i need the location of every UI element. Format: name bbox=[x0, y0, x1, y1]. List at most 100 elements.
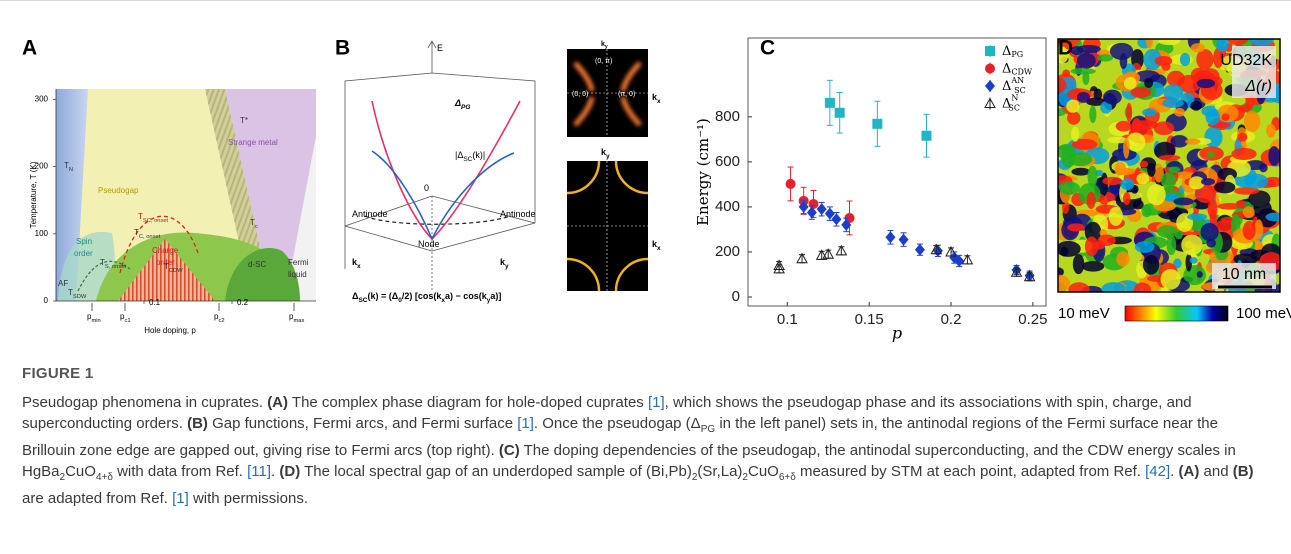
label-sub: SC, onset bbox=[143, 218, 169, 224]
map-blob bbox=[1082, 71, 1090, 85]
map-blob bbox=[1100, 101, 1112, 114]
point bbox=[785, 178, 796, 189]
map-blob bbox=[1066, 99, 1080, 113]
map-blob bbox=[1076, 52, 1096, 69]
map-blob bbox=[1093, 88, 1103, 101]
map-blob bbox=[1144, 77, 1154, 88]
legend-label: ΔN SC bbox=[1002, 94, 1020, 113]
y-axis-label: Energy (cm⁻¹) bbox=[694, 118, 712, 226]
label-part: a) − cos(k bbox=[445, 291, 488, 301]
map-blob bbox=[1126, 132, 1146, 152]
caption-text: with permissions. bbox=[188, 490, 308, 507]
point bbox=[1023, 270, 1036, 282]
map-blob bbox=[1087, 165, 1098, 188]
legend-name: Δ bbox=[1002, 61, 1011, 76]
legend-sub: SC bbox=[1014, 86, 1026, 95]
reference-link[interactable]: [42] bbox=[1145, 463, 1171, 480]
map-blob bbox=[1101, 282, 1126, 292]
floor-back bbox=[344, 195, 536, 227]
caption-text: PG bbox=[700, 424, 716, 435]
label: 0 bbox=[424, 183, 429, 193]
map-blob bbox=[1058, 267, 1064, 277]
map-blob bbox=[1179, 52, 1191, 67]
map-blob bbox=[1142, 108, 1157, 117]
point bbox=[885, 231, 896, 244]
map-blob bbox=[1076, 44, 1101, 54]
label-sub: max bbox=[293, 318, 304, 324]
tsc-onset-line bbox=[119, 215, 199, 274]
caption-text: 2 bbox=[742, 472, 748, 483]
reference-link[interactable]: [11] bbox=[247, 463, 272, 480]
legend-label: ΔPG bbox=[1002, 44, 1023, 60]
map-blob bbox=[1141, 204, 1152, 218]
caption-label: FIGURE 1 bbox=[22, 365, 94, 382]
y-tick-label: 600 bbox=[715, 153, 740, 170]
label: ΔSC(k) = (Δ0/2) [cos(kxa) − cos(kya)] bbox=[352, 291, 501, 304]
map-blob bbox=[1058, 240, 1081, 257]
point bbox=[961, 253, 974, 265]
label-part: E bbox=[437, 43, 443, 53]
legend-name: Δ bbox=[1002, 79, 1011, 94]
colorbar-min: 10 meV bbox=[1058, 305, 1110, 322]
label-part: p bbox=[214, 312, 219, 321]
map-blob bbox=[1147, 162, 1156, 177]
point bbox=[773, 262, 785, 274]
label-part: |Δ bbox=[455, 150, 463, 160]
label-sub: x bbox=[657, 98, 661, 105]
map-blob bbox=[1120, 178, 1135, 191]
label-part: T bbox=[250, 218, 255, 227]
label: kx bbox=[652, 239, 661, 252]
label-part: T* bbox=[240, 116, 248, 125]
reference-link[interactable]: [1] bbox=[517, 415, 534, 432]
y-tick-label: 300 bbox=[35, 95, 49, 104]
caption-text: and bbox=[1199, 463, 1233, 480]
point bbox=[835, 244, 848, 256]
map-blob bbox=[1102, 176, 1123, 186]
map-blob bbox=[1181, 234, 1203, 256]
map-blob bbox=[1216, 39, 1229, 53]
label-sub: y bbox=[606, 153, 610, 160]
label: AF bbox=[58, 279, 68, 288]
map-blob bbox=[1200, 222, 1219, 242]
map-blob bbox=[1174, 107, 1185, 117]
map-blob bbox=[1242, 206, 1255, 218]
caption-text: The local spectral gap of an underdoped … bbox=[300, 463, 692, 480]
label: TSDW bbox=[68, 288, 87, 299]
caption-text: CuO bbox=[65, 463, 96, 480]
map-blob bbox=[1123, 76, 1137, 90]
map-blob bbox=[1107, 136, 1129, 144]
label: Spin bbox=[76, 237, 92, 246]
map-blob bbox=[1231, 147, 1257, 160]
y-tick-label: 0 bbox=[44, 296, 49, 305]
label: Node bbox=[418, 239, 440, 249]
map-blob bbox=[1097, 234, 1116, 246]
map-blob bbox=[1206, 238, 1217, 248]
legend-marker bbox=[985, 80, 995, 92]
reference-link[interactable]: [1] bbox=[172, 490, 189, 507]
map-blob bbox=[1161, 172, 1177, 189]
label: ky bbox=[601, 147, 610, 160]
arcs bbox=[573, 61, 642, 127]
label-sub: SDW bbox=[73, 294, 87, 300]
label: TN bbox=[64, 161, 73, 172]
map-blob bbox=[1097, 54, 1114, 62]
label-part: 0 bbox=[424, 183, 429, 193]
point bbox=[921, 130, 932, 141]
label: (0, 0) bbox=[572, 91, 588, 98]
map-blob bbox=[1194, 184, 1217, 204]
x-tick-label: 0.25 bbox=[1018, 311, 1047, 328]
label: (0, π) bbox=[595, 58, 612, 65]
reference-link[interactable]: [1] bbox=[647, 394, 665, 411]
fermi-surface-inset bbox=[567, 161, 648, 291]
caption-text: , which shows the pseudogap phase and it… bbox=[22, 394, 1192, 432]
scale-label: 10 nm bbox=[1222, 266, 1266, 283]
x-tick-label: 0.2 bbox=[237, 298, 249, 307]
label: TCDW bbox=[164, 262, 183, 273]
label-part: Fermi bbox=[288, 258, 309, 267]
ts-onset-line bbox=[77, 260, 131, 292]
label-sub: x bbox=[441, 297, 445, 304]
point bbox=[824, 97, 835, 108]
legend-label: ΔCDW bbox=[1002, 61, 1033, 77]
label-part: order bbox=[74, 249, 93, 258]
label-sub: x bbox=[357, 263, 361, 270]
